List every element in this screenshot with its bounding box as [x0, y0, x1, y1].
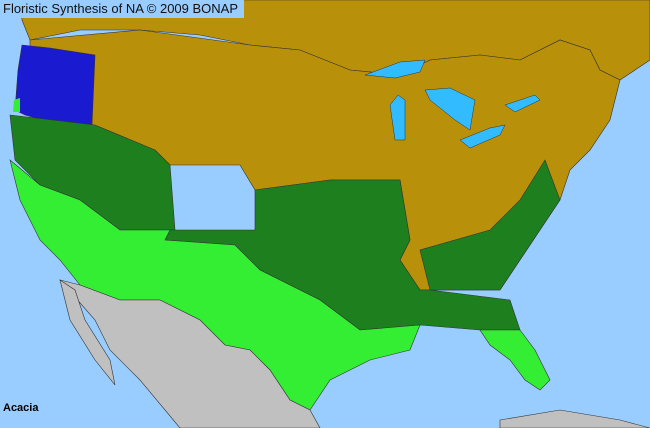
- region-oregon: [14, 44, 96, 126]
- taxon-label: Acacia: [3, 402, 39, 414]
- map-title: Floristic Synthesis of NA © 2009 BONAP: [0, 0, 245, 18]
- region-cuba: [499, 409, 650, 428]
- region-baja: [59, 279, 116, 386]
- region-mexico: [59, 279, 321, 428]
- region-oregon-coast: [13, 98, 20, 112]
- region-florida: [479, 329, 551, 391]
- great-lakes: [364, 59, 541, 149]
